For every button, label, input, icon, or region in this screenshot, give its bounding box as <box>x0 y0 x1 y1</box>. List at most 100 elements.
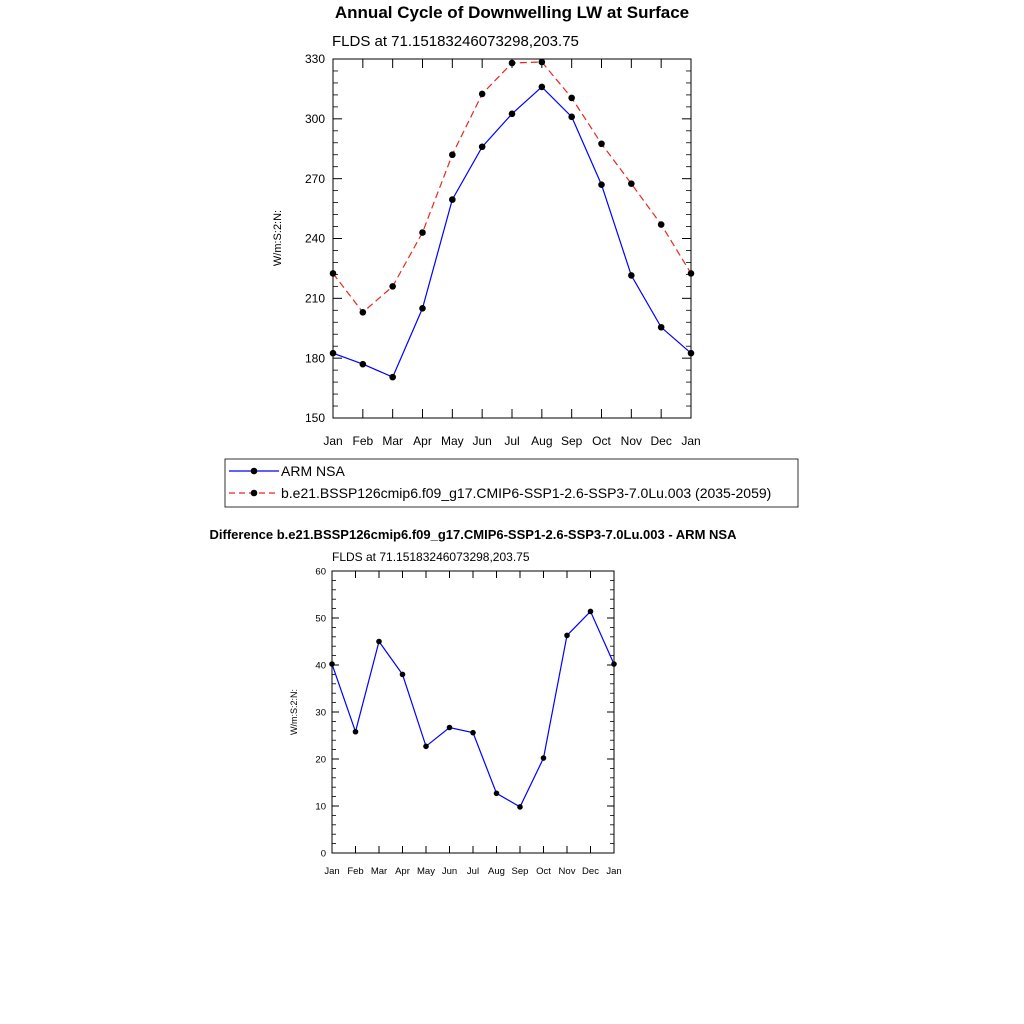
x-tick-label: May <box>417 866 435 877</box>
series-0-point <box>540 755 547 761</box>
series-line-0 <box>331 610 615 808</box>
series-1-point <box>538 58 546 66</box>
series-line-1 <box>332 61 692 314</box>
x-tick-label: Jul <box>504 434 519 448</box>
series-1-point <box>419 229 426 236</box>
series-1-point <box>449 151 456 159</box>
x-tick-label: Nov <box>621 434 642 448</box>
y-tick-label: 330 <box>305 52 325 66</box>
difference-series-points <box>329 608 617 810</box>
series-1-point <box>359 308 367 316</box>
difference-subtitle: FLDS at 71.15183246073298,203.75 <box>332 550 530 564</box>
axis-ticks: Jan Feb Mar Apr May Jun Jul Aug Sep Oct Nov Dec Jan 1… <box>305 52 701 448</box>
series-0-point <box>568 113 575 121</box>
series-1-point <box>568 94 575 102</box>
series-0-point <box>687 349 695 357</box>
difference-y-axis-label: W/m:S:2:N: <box>289 689 299 735</box>
x-tick-label: Dec <box>650 434 671 448</box>
legend-label-arm-nsa: ARM NSA <box>281 463 345 479</box>
chart-title: Annual Cycle of Downwelling LW at Surfac… <box>335 3 689 22</box>
x-tick-label: Mar <box>371 866 387 877</box>
series-1-point <box>687 270 695 277</box>
series-0-point <box>446 724 453 731</box>
x-tick-label: Nov <box>559 866 576 877</box>
series-0-point <box>478 143 486 151</box>
chart-subtitle: FLDS at 71.15183246073298,203.75 <box>332 33 579 50</box>
series-0-point <box>517 804 523 810</box>
x-tick-label: Jan <box>323 434 342 448</box>
y-tick-label: 270 <box>305 172 325 186</box>
y-tick-label: 20 <box>315 754 326 765</box>
y-tick-label: 60 <box>315 566 326 577</box>
series-0-point <box>508 110 516 118</box>
x-tick-label: May <box>441 434 464 448</box>
x-tick-label: Oct <box>536 866 551 877</box>
series-0-point <box>449 196 456 203</box>
difference-series-lines <box>331 610 615 808</box>
annual-cycle-chart: Annual Cycle of Downwelling LW at Surfac… <box>272 3 701 448</box>
series-0-point <box>329 661 335 667</box>
y-tick-label: 0 <box>321 848 326 859</box>
x-tick-label: Oct <box>592 434 611 448</box>
series-1-point <box>329 270 337 277</box>
legend: ARM NSA b.e21.BSSP126cmip6.f09_g17.CMIP6… <box>224 458 799 508</box>
series-1-point <box>657 221 665 228</box>
series-0-point <box>419 305 426 312</box>
series-0-point <box>399 671 406 678</box>
x-tick-label: Jan <box>324 866 339 877</box>
series-0-point <box>389 373 396 381</box>
difference-chart: Difference b.e21.BSSP126cmip6.f09_g17.CM… <box>210 527 738 877</box>
series-0-point <box>493 790 500 797</box>
y-tick-label: 180 <box>305 351 325 365</box>
legend-marker-model <box>250 489 258 497</box>
legend-box <box>224 458 799 508</box>
x-tick-label: Apr <box>413 434 432 448</box>
difference-axis-ticks: Jan Feb Mar Apr May Jun Jul Aug Sep Oct Nov Dec Jan 0… <box>315 566 621 877</box>
y-tick-label: 240 <box>305 232 325 246</box>
y-tick-label: 150 <box>305 411 325 425</box>
series-0-point <box>611 661 617 667</box>
series-0-point <box>628 272 635 279</box>
x-tick-label: Feb <box>347 866 363 877</box>
x-tick-label: Sep <box>561 434 583 448</box>
y-tick-label: 10 <box>315 801 326 812</box>
x-tick-label: Jun <box>472 434 491 448</box>
series-0-point <box>587 608 594 615</box>
y-tick-label: 30 <box>315 707 326 718</box>
series-0-point <box>564 632 570 639</box>
series-0-point <box>352 728 359 735</box>
series-1-point <box>389 283 396 290</box>
series-0-point <box>470 729 476 736</box>
y-axis-label: W/m:S:2:N: <box>272 210 284 266</box>
series-1-point <box>478 90 486 98</box>
difference-plot-frame <box>331 570 615 854</box>
series-0-point <box>598 181 605 188</box>
series-0-point <box>538 83 546 91</box>
x-tick-label: Jul <box>467 866 479 877</box>
x-tick-label: Dec <box>582 866 599 877</box>
x-tick-label: Jun <box>442 866 457 877</box>
x-tick-label: Aug <box>531 434 552 448</box>
y-tick-label: 40 <box>315 660 326 671</box>
difference-title: Difference b.e21.BSSP126cmip6.f09_g17.CM… <box>210 527 738 542</box>
y-tick-label: 50 <box>315 613 326 624</box>
x-tick-label: Jan <box>681 434 700 448</box>
y-tick-label: 210 <box>305 292 325 306</box>
series-points <box>329 58 695 381</box>
x-tick-label: Sep <box>512 866 529 877</box>
series-line-0 <box>332 86 692 378</box>
series-1-point <box>628 180 635 187</box>
series-0-point <box>657 323 665 331</box>
y-tick-label: 300 <box>305 112 325 126</box>
series-1-point <box>598 140 605 148</box>
series-0-point <box>376 638 382 645</box>
x-tick-label: Mar <box>382 434 403 448</box>
legend-label-model: b.e21.BSSP126cmip6.f09_g17.CMIP6-SSP1-2.… <box>281 485 771 501</box>
legend-marker-arm-nsa <box>250 467 258 475</box>
x-tick-label: Feb <box>352 434 373 448</box>
series-0-point <box>359 360 367 368</box>
series-0-point <box>423 743 429 750</box>
series-0-point <box>329 349 337 357</box>
series-lines <box>332 61 692 378</box>
